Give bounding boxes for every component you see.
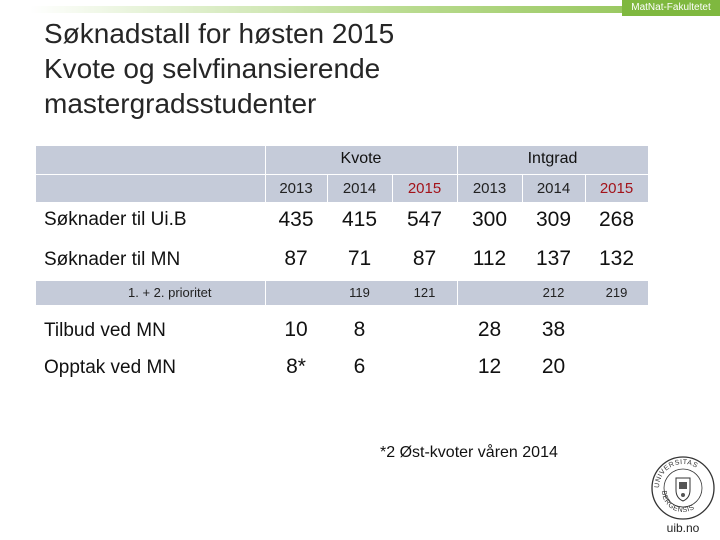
table-cell: 87 <box>284 247 308 270</box>
year-header: 2014 <box>536 180 571 197</box>
year-header: 2014 <box>342 180 377 197</box>
title-line-2: Kvote og selvfinansierende <box>44 53 381 84</box>
table-cell: 435 <box>278 208 314 231</box>
year-header: 2015 <box>407 180 442 197</box>
page-title: Søknadstall for høsten 2015 Kvote og sel… <box>44 16 644 121</box>
top-bar: MatNat-Fakultetet <box>0 0 720 18</box>
table-cell: 10 <box>284 318 308 341</box>
row-label: Opptak ved MN <box>44 357 176 378</box>
table-cell: 415 <box>341 208 378 231</box>
university-seal-icon: UNIVERSITAS BERGENSIS <box>651 456 715 520</box>
year-header: 2013 <box>279 180 313 197</box>
table-cell: 112 <box>472 247 507 270</box>
table-cell: 132 <box>598 247 635 270</box>
table-cell: 12 <box>477 355 502 378</box>
table-cell: 309 <box>535 208 572 231</box>
col-divider <box>522 175 523 202</box>
col-divider <box>585 175 586 202</box>
col-divider <box>457 281 458 305</box>
title-line-3: mastergradsstudenter <box>44 88 317 119</box>
table-cell: 6 <box>353 355 366 378</box>
table-cell: 137 <box>535 247 572 270</box>
row-label: Søknader til Ui.B <box>44 209 187 230</box>
year-header: 2013 <box>472 180 507 197</box>
table-cell: 38 <box>541 318 566 341</box>
col-divider <box>265 146 266 202</box>
seal-text: BERGENSIS <box>660 490 696 514</box>
group-header-intgrad: Intgrad <box>527 150 578 167</box>
header-divider <box>36 174 648 175</box>
group-header-kvote: Kvote <box>340 150 382 167</box>
table-cell: 28 <box>477 318 502 341</box>
table-cell: 8 <box>353 318 366 341</box>
uib-logo: UNIVERSITAS BERGENSIS uib.no <box>650 455 716 537</box>
table-cell: 20 <box>541 355 566 378</box>
faculty-label: MatNat-Fakultetet <box>622 0 720 16</box>
priority-band <box>36 281 648 305</box>
year-header: 2015 <box>599 180 634 197</box>
row-label: 1. + 2. prioritet <box>128 285 212 300</box>
row-label: Søknader til MN <box>44 249 181 270</box>
table-cell: 212 <box>542 285 565 300</box>
col-divider <box>457 146 458 202</box>
table-cell: 547 <box>406 208 443 231</box>
table-cell: 71 <box>347 247 372 270</box>
svg-text:BERGENSIS: BERGENSIS <box>660 490 696 514</box>
col-divider <box>392 175 393 202</box>
table-cell: 300 <box>471 208 508 231</box>
table-cell: 219 <box>605 285 628 300</box>
col-divider <box>265 281 266 305</box>
table-cell: 121 <box>413 285 436 300</box>
table-cell: 8* <box>286 355 306 378</box>
top-gradient-stripe <box>30 6 720 13</box>
footnote: *2 Øst-kvoter våren 2014 <box>380 444 558 461</box>
col-divider <box>327 175 328 202</box>
title-line-1: Søknadstall for høsten 2015 <box>44 18 395 49</box>
table-cell: 87 <box>412 247 437 270</box>
table-cell: 268 <box>598 208 635 231</box>
uib-url: uib.no <box>666 521 700 535</box>
row-label: Tilbud ved MN <box>44 320 166 341</box>
table-cell: 119 <box>349 285 370 300</box>
